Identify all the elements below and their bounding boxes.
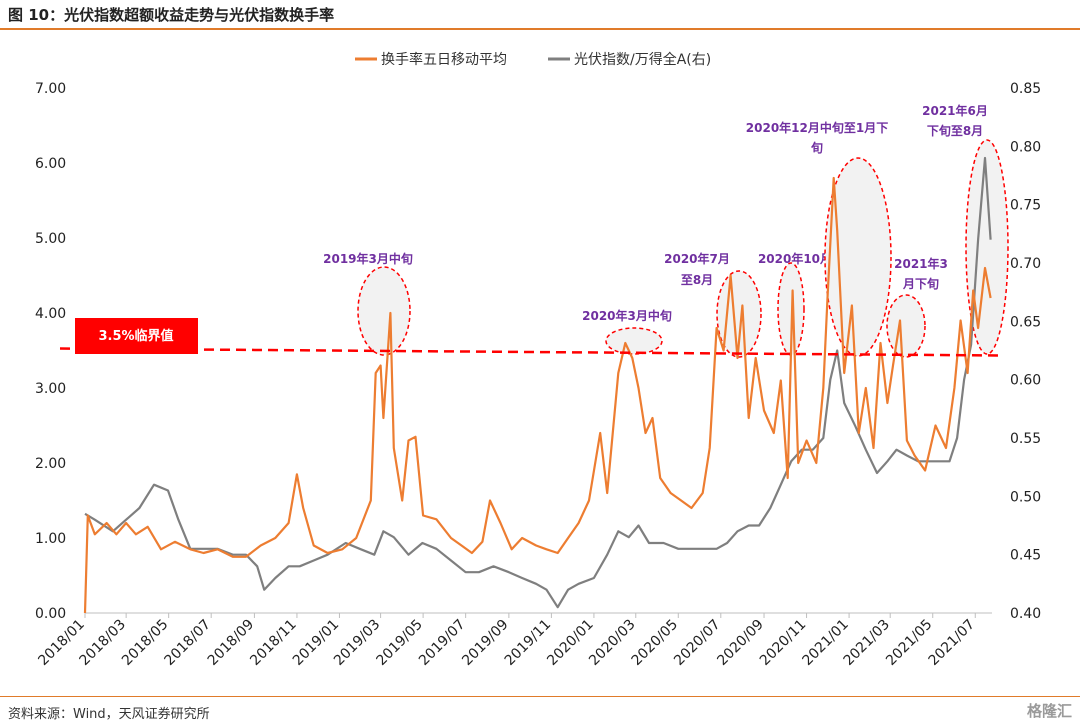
threshold-label: 3.5%临界值 bbox=[98, 328, 173, 344]
annotation-label: 2020年7月 bbox=[664, 251, 730, 266]
right-tick-label: 0.65 bbox=[1010, 314, 1041, 330]
right-tick-label: 0.80 bbox=[1010, 139, 1041, 155]
legend: 换手率五日移动平均 光伏指数/万得全A(右) bbox=[355, 51, 711, 68]
annotation-label: 至8月 bbox=[681, 273, 713, 287]
x-tick-label: 2020/07 bbox=[671, 617, 723, 669]
x-tick-label: 2021/07 bbox=[926, 617, 978, 669]
series-turnover-line bbox=[83, 176, 992, 614]
series-index-line bbox=[84, 156, 992, 609]
left-tick-label: 5.00 bbox=[35, 231, 66, 247]
annotation-label: 2021年6月 bbox=[922, 103, 988, 118]
left-tick-label: 3.00 bbox=[35, 381, 66, 397]
left-tick-label: 6.00 bbox=[35, 156, 66, 172]
left-tick-label: 0.00 bbox=[35, 606, 66, 622]
annotation-label: 2020年3月中旬 bbox=[582, 308, 672, 323]
title-underline bbox=[0, 28, 1080, 30]
left-tick-label: 1.00 bbox=[35, 531, 66, 547]
right-tick-label: 0.70 bbox=[1010, 256, 1041, 272]
x-tick-label: 2018/07 bbox=[162, 617, 214, 669]
footer-rule bbox=[0, 696, 1080, 697]
annotation-ellipse bbox=[886, 294, 926, 358]
watermark-logo: 格隆汇 bbox=[1026, 702, 1072, 720]
threshold: 3.5%临界值 bbox=[59, 318, 1001, 357]
annotation-label: 2020年10月 bbox=[758, 251, 832, 266]
annotation-label: 月下旬 bbox=[902, 276, 939, 291]
right-tick-label: 0.75 bbox=[1010, 198, 1041, 214]
annotation-label: 旬 bbox=[810, 140, 823, 155]
right-tick-label: 0.60 bbox=[1010, 373, 1041, 389]
right-tick-label: 0.45 bbox=[1010, 548, 1041, 564]
annotation-ellipse bbox=[605, 327, 663, 355]
left-tick-label: 7.00 bbox=[35, 81, 66, 97]
annotation-label: 2021年3 bbox=[894, 256, 948, 271]
x-tick-label: 2019/07 bbox=[416, 617, 468, 669]
legend-turnover-label: 换手率五日移动平均 bbox=[381, 51, 507, 68]
right-tick-label: 0.85 bbox=[1010, 81, 1041, 97]
annotation-ellipse bbox=[357, 266, 411, 356]
threshold-line bbox=[59, 347, 1001, 357]
left-tick-label: 2.00 bbox=[35, 456, 66, 472]
annotation-label: 2019年3月中旬 bbox=[323, 251, 413, 266]
right-tick-label: 0.55 bbox=[1010, 431, 1041, 447]
series-lines bbox=[83, 156, 992, 614]
left-tick-label: 4.00 bbox=[35, 306, 66, 322]
legend-index-label: 光伏指数/万得全A(右) bbox=[574, 51, 711, 68]
right-tick-label: 0.50 bbox=[1010, 489, 1041, 505]
annotation-label: 2020年12月中旬至1月下 bbox=[746, 120, 888, 135]
axes: 0.00 1.00 2.00 3.00 4.00 5.00 6.00 7.00 0.40 0.45… bbox=[35, 81, 1041, 669]
annotation-ellipse bbox=[965, 139, 1009, 355]
source-note: 资料来源：Wind，天风证券研究所 bbox=[8, 707, 210, 722]
right-tick-label: 0.40 bbox=[1010, 606, 1041, 622]
threshold-label-box bbox=[75, 318, 198, 354]
annotation-label: 下旬至8月 bbox=[927, 123, 983, 138]
page-title: 图 10：光伏指数超额收益走势与光伏指数换手率 bbox=[8, 6, 335, 24]
